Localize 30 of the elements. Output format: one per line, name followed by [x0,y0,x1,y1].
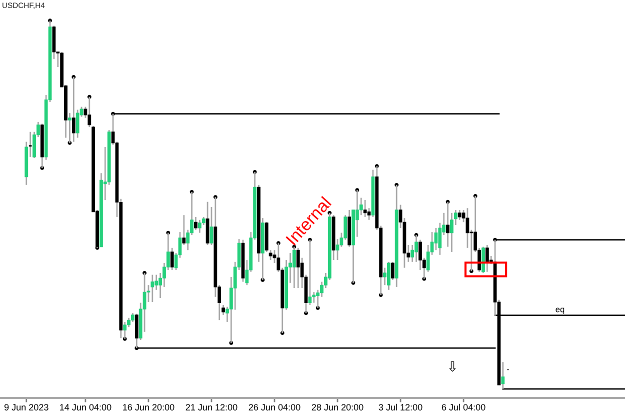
candlestick [296,247,300,289]
x-tick-label: 3 Jul 12:00 [378,404,422,410]
candlestick [501,361,505,390]
candlestick [170,247,174,271]
x-tick-label: 26 Jun 04:00 [248,404,300,410]
candlestick [458,209,462,221]
candlestick [390,261,394,281]
candlestick [198,219,202,234]
candlestick [88,96,92,128]
candlestick [387,261,390,291]
x-tick-label: 14 Jun 04:00 [60,404,112,410]
annotation: - [507,369,510,370]
candlestick [446,201,450,248]
candlestick [182,214,186,246]
x-tick-label: 28 Jun 20:00 [312,404,364,410]
candlestick [194,216,198,231]
candlestick [434,227,438,251]
x-tick-label: 9 Jun 2023 [4,404,48,410]
candlestick [292,246,296,289]
x-tick-label: 6 Jul 04:00 [442,404,486,410]
series-label: eq [556,308,564,314]
candlestick [482,246,485,274]
candlestick [485,244,489,273]
annotation: ⇩ [449,361,456,372]
x-tick-label: 16 Jun 20:00 [123,404,174,410]
candlestick [210,206,214,246]
x-tick-label: 21 Jun 12:00 [186,404,238,410]
candlestick [150,274,154,303]
candlestick [28,131,32,158]
candlestick [363,199,367,218]
